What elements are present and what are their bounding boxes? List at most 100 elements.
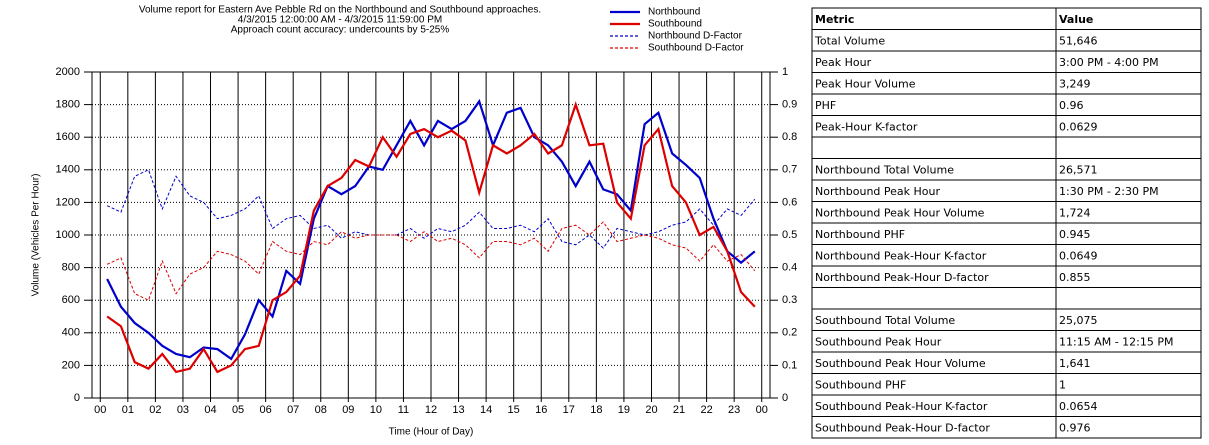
table-text: 1,641 xyxy=(1059,357,1091,370)
legend-label: Northbound D-Factor xyxy=(648,31,743,42)
table-text: 11:15 AM - 12:15 PM xyxy=(1059,335,1174,348)
table-header: Metric xyxy=(815,13,854,26)
x-tick-label: 03 xyxy=(177,404,189,416)
table-text: Southbound Peak Hour Volume xyxy=(815,357,986,370)
x-axis-label: Time (Hour of Day) xyxy=(389,427,474,438)
table-cell xyxy=(811,136,1057,159)
series-line xyxy=(106,101,756,374)
x-tick-label: 05 xyxy=(232,404,244,416)
y2-tick-label: 1 xyxy=(782,66,788,78)
legend-label: Southbound D-Factor xyxy=(648,43,744,54)
x-tick-label: 15 xyxy=(508,404,520,416)
y-axis-label: Volume (Vehicles Per Hour) xyxy=(31,174,42,297)
x-tick-label: 22 xyxy=(700,404,712,416)
table-text: Northbound Peak-Hour K-factor xyxy=(815,249,987,262)
series-line xyxy=(106,221,756,301)
table-cell xyxy=(1055,287,1202,310)
table-cell xyxy=(1055,416,1202,439)
table-text: 3:00 PM - 4:00 PM xyxy=(1059,56,1159,69)
y2-tick-label: 0.4 xyxy=(782,262,797,274)
y-tick-label: 200 xyxy=(62,359,80,371)
table-text: Total Volume xyxy=(814,34,885,47)
y-tick-label: 1800 xyxy=(56,99,80,111)
table-text: 0.0654 xyxy=(1059,400,1098,413)
y-tick-label: 400 xyxy=(62,327,80,339)
table-text: Peak-Hour K-factor xyxy=(815,120,918,133)
table-text: 25,075 xyxy=(1059,314,1098,327)
chart-title: Approach count accuracy: undercounts by … xyxy=(231,25,450,36)
x-tick-label: 12 xyxy=(425,404,437,416)
table-text: Southbound Peak Hour xyxy=(815,335,942,348)
x-tick-label: 01 xyxy=(122,404,134,416)
x-tick-label: 21 xyxy=(673,404,685,416)
y2-tick-label: 0.8 xyxy=(782,131,797,143)
table-text: 0.855 xyxy=(1059,271,1091,284)
x-tick-label: 07 xyxy=(287,404,299,416)
x-tick-label: 08 xyxy=(315,404,327,416)
chart-title: Volume report for Eastern Ave Pebble Rd … xyxy=(139,5,541,16)
y-tick-label: 800 xyxy=(62,262,80,274)
table-text: Northbound Peak-Hour D-factor xyxy=(815,271,989,284)
x-tick-label: 16 xyxy=(535,404,547,416)
table-text: Northbound Peak Hour Volume xyxy=(815,206,985,219)
table-text: Peak Hour Volume xyxy=(815,77,916,90)
table-text: Northbound Total Volume xyxy=(815,163,954,176)
y-tick-label: 1400 xyxy=(56,164,80,176)
x-tick-label: 13 xyxy=(452,404,464,416)
x-tick-label: 11 xyxy=(398,404,409,416)
x-tick-label: 09 xyxy=(342,404,354,416)
table-text: Northbound Peak Hour xyxy=(815,185,940,198)
y-tick-label: 1200 xyxy=(56,196,80,208)
y2-tick-label: 0 xyxy=(782,392,788,404)
table-text: 0.976 xyxy=(1059,421,1091,434)
y2-tick-label: 0.1 xyxy=(782,359,797,371)
y-tick-label: 1000 xyxy=(56,229,80,241)
table-cell xyxy=(1055,136,1202,159)
x-tick-label: 23 xyxy=(728,404,740,416)
x-tick-label: 19 xyxy=(618,404,630,416)
table-text: Southbound Peak-Hour K-factor xyxy=(815,400,988,413)
y2-tick-label: 0.2 xyxy=(782,327,797,339)
table-text: Northbound PHF xyxy=(815,228,905,241)
x-tick-label: 02 xyxy=(149,404,161,416)
table-text: Southbound Total Volume xyxy=(815,314,955,327)
legend-label: Northbound xyxy=(648,7,700,18)
x-tick-label: 14 xyxy=(480,404,492,416)
y2-tick-label: 0.3 xyxy=(782,294,797,306)
table-text: Southbound PHF xyxy=(815,378,906,391)
table-text: 0.945 xyxy=(1059,228,1091,241)
x-tick-label: 06 xyxy=(260,404,272,416)
table-text: 1:30 PM - 2:30 PM xyxy=(1059,185,1159,198)
legend-label: Southbound xyxy=(648,19,702,30)
table-text: 3,249 xyxy=(1059,77,1091,90)
table-text: 0.96 xyxy=(1059,99,1084,112)
table-text: 1,724 xyxy=(1059,206,1091,219)
table-text: 51,646 xyxy=(1059,34,1098,47)
y2-tick-label: 0.7 xyxy=(782,164,797,176)
x-tick-label: 17 xyxy=(563,404,575,416)
table-text: 0.0649 xyxy=(1059,249,1098,262)
chart-title: 4/3/2015 12:00:00 AM - 4/3/2015 11:59:00… xyxy=(238,15,442,26)
table-cell xyxy=(811,93,1057,116)
table-text: PHF xyxy=(815,99,836,112)
table-header: Value xyxy=(1059,13,1093,26)
x-tick-label: 18 xyxy=(590,404,602,416)
table-text: 0.0629 xyxy=(1059,120,1098,133)
y2-tick-label: 0.9 xyxy=(782,99,797,111)
table-text: Peak Hour xyxy=(815,56,872,69)
y-tick-label: 600 xyxy=(62,294,80,306)
table-text: 26,571 xyxy=(1059,163,1098,176)
x-tick-label: 00 xyxy=(756,404,768,416)
plot-frame xyxy=(91,71,771,399)
table-cell xyxy=(811,287,1057,310)
x-tick-label: 00 xyxy=(94,404,106,416)
table-text: Southbound Peak-Hour D-factor xyxy=(815,421,990,434)
series-line xyxy=(106,169,756,249)
table-text: 1 xyxy=(1059,378,1066,391)
x-tick-label: 10 xyxy=(370,404,382,416)
y-tick-label: 0 xyxy=(74,392,80,404)
x-tick-label: 20 xyxy=(645,404,657,416)
y-tick-label: 2000 xyxy=(56,66,80,78)
